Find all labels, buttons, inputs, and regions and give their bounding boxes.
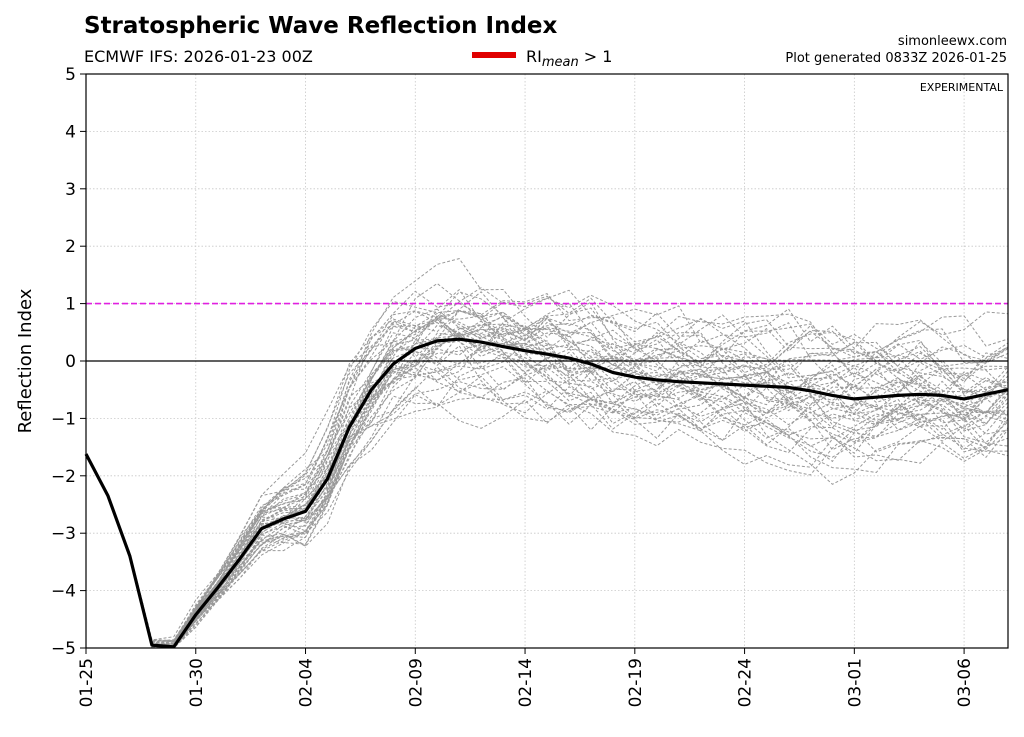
ensemble-member-line <box>85 349 1009 649</box>
ensemble-member-line <box>85 356 1009 649</box>
plot-generated-note: Plot generated 0833Z 2026-01-25 <box>785 51 1007 66</box>
ensemble-member-line <box>85 324 1009 645</box>
x-tick-label: 02-19 <box>626 658 646 707</box>
chart-subtitle: ECMWF IFS: 2026-01-23 00Z <box>84 47 313 66</box>
ensemble-member-line <box>85 321 1009 649</box>
ensemble-member-line <box>85 327 1009 649</box>
x-tick-label: 02-04 <box>297 658 317 707</box>
ensemble-member-line <box>85 319 1009 649</box>
ensemble-member-line <box>85 315 1009 646</box>
ensemble-member-line <box>85 340 1009 649</box>
ensemble-member-line <box>85 342 1009 648</box>
y-tick-label: 4 <box>65 122 76 142</box>
ensemble-member-line <box>85 316 1009 649</box>
ensemble-member-line <box>85 316 1009 642</box>
chart-title: Stratospheric Wave Reflection Index <box>84 13 558 39</box>
ensemble-member-line <box>85 377 1009 649</box>
ensemble-member-line <box>85 367 1009 649</box>
ensemble-member-line <box>85 366 1009 649</box>
x-tick-label: 03-06 <box>955 658 975 707</box>
y-tick-label: −5 <box>51 639 76 659</box>
x-tick-label: 02-24 <box>736 658 756 707</box>
x-axis: 01-25 01-30 02-04 02-09 02-14 02-19 02-24 03-01… <box>77 648 975 707</box>
ensemble-member-line <box>85 258 1009 645</box>
ensemble-mean-line <box>84 337 1009 649</box>
ensemble-member-line <box>85 312 1009 646</box>
ensemble-members <box>85 258 1009 649</box>
legend: RImean > 1 <box>472 47 612 70</box>
ensemble-member-line <box>85 350 1009 649</box>
ensemble-member-line <box>85 348 1009 649</box>
x-tick-label: 02-09 <box>406 658 426 707</box>
ensemble-member-line <box>85 323 1009 647</box>
x-tick-label: 03-01 <box>845 658 865 707</box>
ensemble-member-line <box>85 305 1009 647</box>
y-tick-label: 5 <box>65 65 76 85</box>
y-tick-label: −4 <box>51 582 76 602</box>
ensemble-member-line <box>85 291 1009 641</box>
ensemble-member-line <box>85 290 1009 643</box>
ensemble-member-line <box>85 366 1009 649</box>
ensemble-member-line <box>85 371 1009 649</box>
ensemble-member-line <box>85 308 1009 645</box>
y-tick-label: −3 <box>51 524 76 544</box>
ensemble-member-line <box>85 320 1009 646</box>
y-tick-label: 0 <box>65 352 76 372</box>
ensemble-member-line <box>85 343 1009 649</box>
ensemble-member-line <box>85 291 1009 642</box>
ensemble-member-line <box>85 315 1009 647</box>
y-tick-label: 1 <box>65 295 76 315</box>
ensemble-member-line <box>85 395 1009 649</box>
legend-label: RImean > 1 <box>526 47 612 70</box>
x-tick-label: 01-25 <box>77 658 97 707</box>
experimental-note: EXPERIMENTAL <box>920 81 1004 94</box>
y-axis: 5 4 3 2 1 0 −1 −2 −3 −4 −5 <box>51 65 86 659</box>
y-tick-label: −1 <box>51 409 76 429</box>
x-tick-label: 02-14 <box>516 658 536 707</box>
ensemble-member-line <box>85 323 1009 649</box>
y-tick-label: 3 <box>65 180 76 200</box>
ensemble-member-line <box>85 287 1009 642</box>
ensemble-member-line <box>85 310 1009 646</box>
y-tick-label: −2 <box>51 467 76 487</box>
ensemble-member-line <box>85 324 1009 649</box>
source-credit: simonleewx.com <box>898 34 1007 49</box>
ensemble-member-line <box>85 300 1009 643</box>
ensemble-member-line <box>85 327 1009 649</box>
x-tick-label: 01-30 <box>187 658 207 707</box>
ensemble-member-line <box>85 322 1009 649</box>
y-axis-label: Reflection Index <box>15 288 36 433</box>
ensemble-member-line <box>85 333 1009 648</box>
y-tick-label: 2 <box>65 237 76 257</box>
ensemble-member-line <box>85 289 1009 644</box>
